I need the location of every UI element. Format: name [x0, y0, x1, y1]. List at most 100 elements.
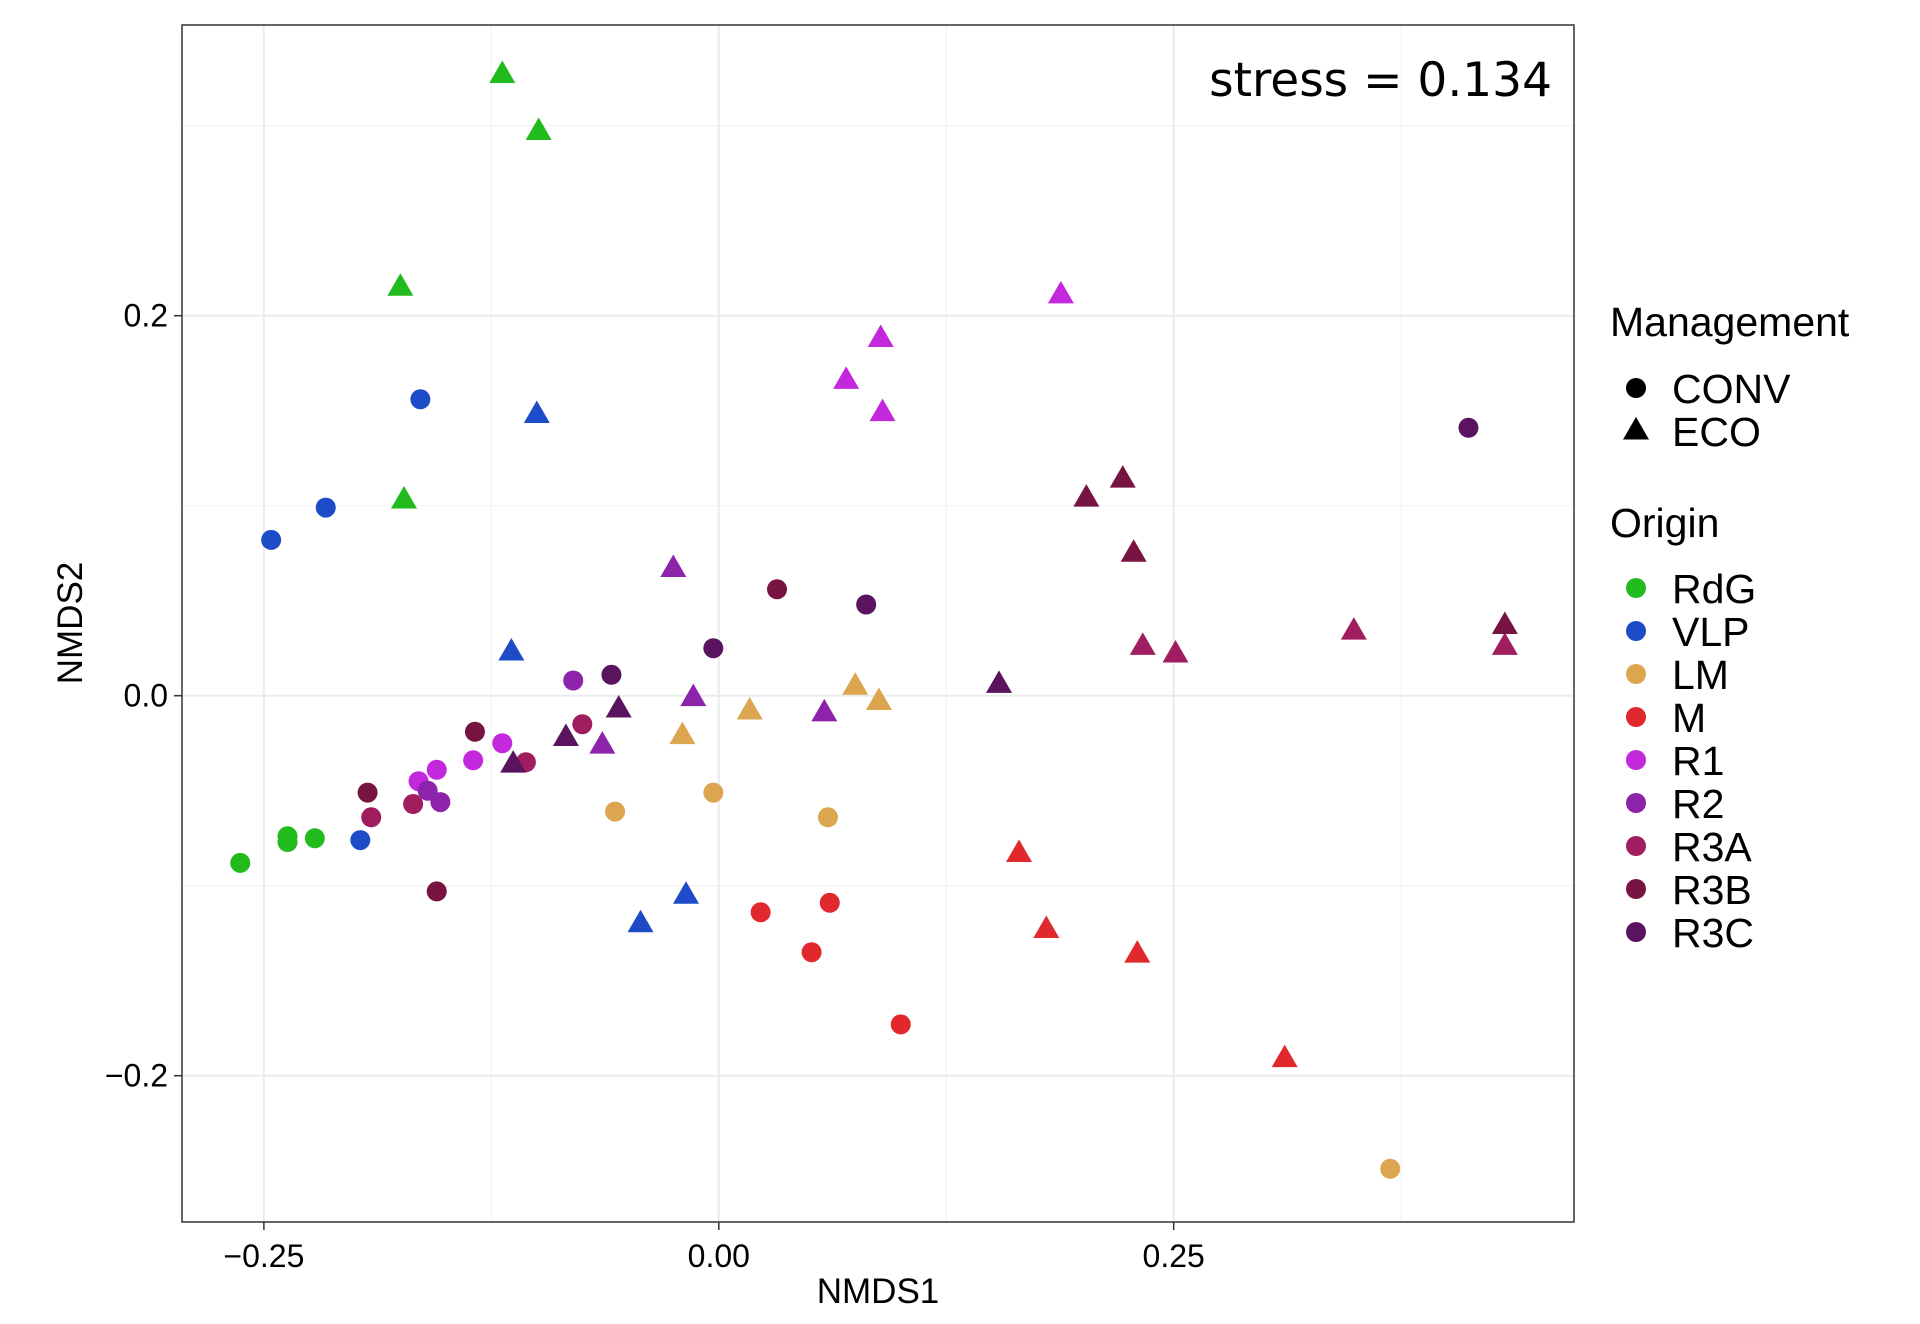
legend-swatch-r1: [1626, 750, 1646, 770]
point-r3a-eco: [1162, 639, 1189, 663]
point-r1-eco: [1047, 280, 1074, 304]
legend-swatch-r3b: [1626, 879, 1646, 899]
point-r3a-eco: [1129, 632, 1156, 655]
legend-label-r3a: R3A: [1672, 824, 1752, 870]
point-r3b-conv: [464, 721, 485, 742]
point-lm-conv: [1380, 1158, 1401, 1179]
point-r3b-eco: [1109, 465, 1136, 488]
legend-circle-icon: [1626, 378, 1646, 398]
point-r3c-eco: [500, 750, 527, 773]
point-lm-conv: [703, 782, 724, 803]
point-r3a-eco: [1340, 617, 1367, 640]
point-m-eco: [1271, 1044, 1298, 1068]
y-tick-label: −0.2: [105, 1058, 168, 1094]
legend-label-m: M: [1672, 695, 1706, 741]
point-r1-conv: [426, 759, 447, 780]
legend-swatch-r2: [1626, 793, 1646, 813]
point-rdg-conv: [304, 828, 325, 849]
point-r2-eco: [660, 554, 687, 577]
point-r1-conv: [463, 750, 484, 771]
point-r3c-eco: [986, 670, 1013, 693]
legend-label-conv: CONV: [1672, 366, 1791, 412]
point-r1-eco: [869, 398, 896, 422]
legend-swatch-r3c: [1626, 922, 1646, 942]
legend-label-r3b: R3B: [1672, 867, 1752, 913]
point-m-eco: [1033, 915, 1060, 938]
x-tick-label: 0.25: [1143, 1238, 1205, 1274]
legend-label-vlp: VLP: [1672, 609, 1750, 655]
point-r3c-conv: [601, 664, 622, 685]
point-lm-eco: [865, 687, 892, 710]
point-r3b-eco: [1120, 539, 1147, 562]
point-rdg-eco: [489, 60, 516, 83]
point-vlp-eco: [673, 881, 700, 904]
point-r3c-eco: [552, 723, 579, 747]
point-r3a-conv: [361, 807, 382, 828]
x-axis-title: NMDS1: [817, 1272, 940, 1311]
point-r3c-conv: [856, 594, 877, 615]
point-m-eco: [1006, 839, 1033, 862]
point-lm-eco: [669, 721, 696, 745]
legend-triangle-icon: [1623, 417, 1649, 440]
legend-label-eco: ECO: [1672, 409, 1761, 455]
y-axis-title: NMDS2: [51, 562, 90, 685]
point-r3b-conv: [357, 782, 378, 803]
legend-swatch-rdg: [1626, 578, 1646, 598]
stress-annotation: stress = 0.134: [1209, 53, 1552, 108]
legend-label-rdg: RdG: [1672, 566, 1756, 612]
point-lm-eco: [736, 696, 763, 720]
legend-swatch-lm: [1626, 664, 1646, 684]
point-r2-conv: [563, 670, 584, 691]
point-r3a-conv: [572, 714, 593, 735]
point-r3b-conv: [426, 881, 447, 902]
point-vlp-eco: [627, 909, 654, 933]
point-r2-eco: [680, 683, 707, 707]
point-r1-eco: [867, 324, 894, 348]
legend-label-r3c: R3C: [1672, 910, 1754, 956]
point-m-conv: [750, 902, 771, 923]
point-lm-conv: [605, 801, 626, 822]
point-r3a-eco: [1491, 632, 1518, 655]
point-r3a-conv: [403, 794, 424, 814]
point-r3c-eco: [605, 695, 632, 718]
point-r2-eco: [589, 731, 616, 754]
point-vlp-eco: [498, 638, 525, 661]
point-rdg-conv: [230, 852, 251, 873]
data-points: [230, 60, 1518, 1179]
point-vlp-conv: [350, 830, 371, 851]
point-r2-conv: [417, 780, 438, 801]
x-tick-label: 0.00: [688, 1238, 750, 1274]
point-m-eco: [1124, 940, 1151, 963]
point-rdg-eco: [390, 486, 417, 509]
point-vlp-eco: [523, 400, 550, 424]
legend-swatch-r3a: [1626, 836, 1646, 856]
point-r3c-conv: [703, 638, 724, 659]
point-lm-eco: [842, 672, 869, 695]
x-tick-label: −0.25: [223, 1238, 304, 1274]
panel-border: [181, 24, 1575, 1223]
point-r2-conv: [430, 792, 451, 813]
point-m-conv: [801, 942, 822, 963]
legend-swatch-m: [1626, 707, 1646, 727]
point-r3b-conv: [767, 579, 788, 600]
legend-label-r2: R2: [1672, 781, 1724, 827]
y-tick-label: 0.2: [124, 298, 168, 334]
point-r2-eco: [811, 698, 838, 722]
legend-label-lm: LM: [1672, 652, 1729, 698]
point-rdg-eco: [387, 273, 414, 296]
point-vlp-conv: [261, 529, 282, 550]
color-legend-title: Origin: [1610, 500, 1719, 546]
point-r3b-eco: [1491, 611, 1518, 634]
point-r3c-conv: [1458, 417, 1479, 438]
point-m-conv: [890, 1014, 911, 1035]
point-vlp-conv: [410, 389, 431, 410]
grid: [182, 25, 1574, 1222]
axis-ticks: −0.25 0.00 0.25 −0.2 0.0 0.2: [105, 298, 1205, 1274]
point-r1-eco: [833, 366, 860, 389]
point-r1-conv: [492, 733, 513, 754]
y-tick-label: 0.0: [124, 678, 168, 714]
